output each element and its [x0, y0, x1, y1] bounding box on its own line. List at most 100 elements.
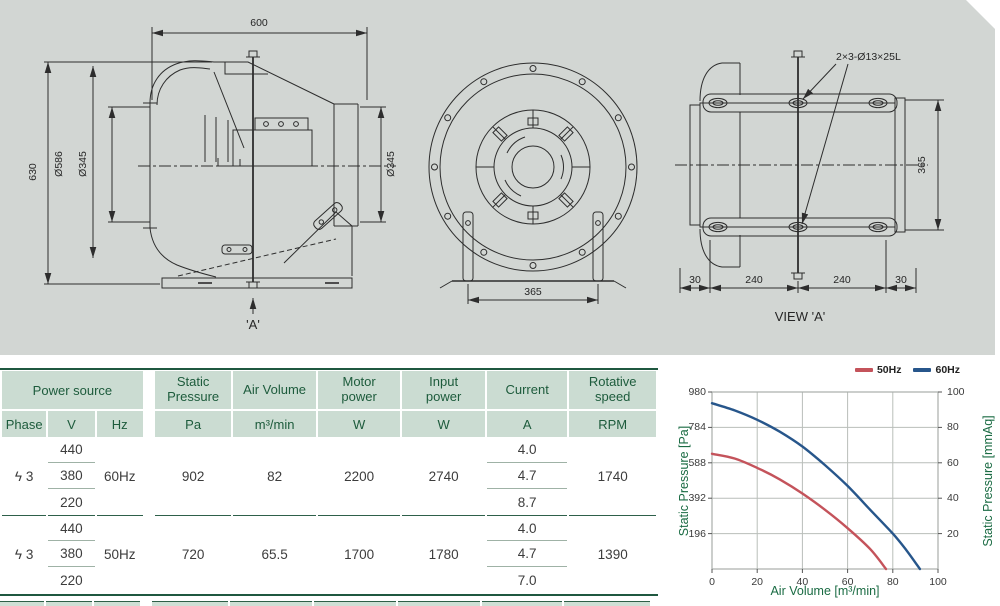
- cell-current: 4.7: [486, 463, 568, 489]
- table-row: 220 8.7: [2, 489, 656, 515]
- header-static-pressure: Static Pressure: [154, 371, 232, 411]
- unit-a: A: [486, 411, 568, 437]
- legend-swatch-50hz: [854, 368, 873, 372]
- dim-365-side: 365: [916, 156, 928, 174]
- cell-current: 4.7: [486, 541, 568, 567]
- x-tick-label: 40: [796, 576, 809, 588]
- y-axis-label-left: Static Pressure [Pa]: [677, 425, 691, 537]
- dim-600: 600: [250, 17, 268, 29]
- header-input-power: Input power: [402, 371, 485, 411]
- front-view-drawing: [428, 62, 638, 304]
- spec-table-wrap: Power source Static Pressure Air Volume …: [0, 368, 658, 596]
- view-a-drawing: [675, 50, 944, 293]
- y-tick-label-pa: 784: [688, 421, 706, 434]
- cell-input-power: 1780: [402, 515, 485, 593]
- header-phase: Phase: [2, 411, 47, 437]
- x-axis-label: Air Volume [m³/min]: [770, 584, 880, 598]
- side-view-drawing: [44, 27, 396, 314]
- header-v: V: [48, 411, 95, 437]
- column-gap: [145, 371, 153, 437]
- legend-label-60hz: 60Hz: [935, 364, 960, 376]
- x-tick-label: 80: [886, 576, 899, 588]
- dim-30-right: 30: [895, 274, 907, 286]
- legend-label-50hz: 50Hz: [876, 364, 902, 376]
- column-gap: [145, 437, 153, 515]
- table-row: 380 4.7: [2, 463, 656, 489]
- legend-swatch-60hz: [913, 368, 932, 372]
- view-a-caption: VIEW 'A': [775, 309, 825, 324]
- column-gap: [145, 515, 153, 593]
- table-row: 220 7.0: [2, 567, 656, 593]
- table-row-50hz: ϟ 3 440 50Hz 720 65.5 1700 1780 4.0 1390: [2, 515, 656, 593]
- y-tick-label-mmaq: 40: [947, 492, 959, 505]
- dim-345-left: Ø345: [77, 151, 89, 177]
- cell-current: 7.0: [486, 567, 568, 593]
- chart-canvas: [708, 391, 942, 573]
- curve-50hz: [710, 452, 888, 571]
- drawing-panel: 600 630 Ø586 Ø345 Ø345 'A': [0, 0, 995, 355]
- section-a-label: 'A': [246, 317, 260, 332]
- x-tick-label: 20: [751, 576, 764, 588]
- performance-chart: 50Hz 60Hz Static Pressure [Pa] Static Pr…: [660, 360, 1000, 606]
- dim-630: 630: [27, 163, 39, 181]
- cell-phase: ϟ 3: [2, 437, 47, 515]
- dim-30-left: 30: [689, 274, 701, 286]
- cell-rpm: 1390: [569, 515, 656, 593]
- plot-border: [711, 391, 939, 570]
- side-view-labels: 600 630 Ø586 Ø345 Ø345 'A': [27, 17, 397, 332]
- cell-current: 4.0: [486, 437, 568, 463]
- cell-motor-power: 2200: [317, 437, 401, 515]
- header-motor-power: Motor power: [317, 371, 401, 411]
- cell-static-pressure: 720: [154, 515, 232, 593]
- cell-air-volume: 82: [233, 437, 316, 515]
- cell-input-power: 2740: [402, 437, 485, 515]
- x-tick-label: 0: [709, 576, 715, 588]
- y-tick-label-mmaq: 20: [947, 527, 959, 540]
- next-table-cutoff: [0, 601, 658, 606]
- cell-voltage: 220: [48, 489, 95, 515]
- dim-586: Ø586: [53, 151, 65, 177]
- fan-drawings: 600 630 Ø586 Ø345 Ø345 'A': [27, 17, 944, 332]
- unit-pa: Pa: [154, 411, 232, 437]
- cell-air-volume: 65.5: [233, 515, 316, 593]
- y-tick-label-mmaq: 80: [947, 421, 959, 434]
- unit-w-motor: W: [317, 411, 401, 437]
- x-tick-label: 100: [929, 576, 947, 588]
- cell-current: 4.0: [486, 515, 568, 541]
- y-axis-label-right: Static Pressure [mmAq]: [981, 415, 995, 547]
- header-rotative-speed: Rotative speed: [569, 371, 656, 411]
- cell-voltage: 220: [48, 567, 95, 593]
- cell-voltage: 440: [48, 437, 95, 463]
- header-power-source: Power source: [2, 371, 143, 411]
- flange-bolt-holes: [431, 65, 635, 269]
- cell-current: 8.7: [486, 489, 568, 515]
- header-air-volume: Air Volume: [233, 371, 316, 411]
- y-tick-label-pa: 980: [688, 386, 706, 398]
- hole-callout: 2×3-Ø13×25L: [836, 51, 901, 63]
- dim-240-left: 240: [745, 274, 763, 286]
- view-a-labels: 2×3-Ø13×25L 365 30 240 240 30 VIEW 'A': [689, 51, 928, 324]
- cell-rpm: 1740: [569, 437, 656, 515]
- dim-345-right: Ø345: [385, 151, 397, 177]
- cell-hz: 50Hz: [96, 515, 143, 593]
- curve-60hz: [710, 401, 922, 571]
- cell-motor-power: 1700: [317, 515, 401, 593]
- header-current: Current: [486, 371, 568, 411]
- y-tick-label-mmaq: 100: [947, 386, 965, 398]
- spec-table: Power source Static Pressure Air Volume …: [0, 371, 658, 593]
- cell-hz: 60Hz: [96, 437, 143, 515]
- table-row-60hz: ϟ 3 440 60Hz 902 82 2200 2740 4.0 1740: [2, 437, 656, 515]
- unit-m3min: m³/min: [233, 411, 316, 437]
- dim-365-front: 365: [524, 286, 542, 298]
- chart-legend: 50Hz 60Hz: [854, 364, 960, 376]
- y-tick-label-mmaq: 60: [947, 456, 959, 469]
- legend-item-60hz: 60Hz: [913, 364, 960, 376]
- cell-voltage: 380: [48, 541, 95, 567]
- dim-240-right: 240: [833, 274, 851, 286]
- header-hz: Hz: [96, 411, 143, 437]
- cell-voltage: 440: [48, 515, 95, 541]
- x-tick-label: 60: [841, 576, 854, 588]
- table-row: 380 4.7: [2, 541, 656, 567]
- cell-static-pressure: 902: [154, 437, 232, 515]
